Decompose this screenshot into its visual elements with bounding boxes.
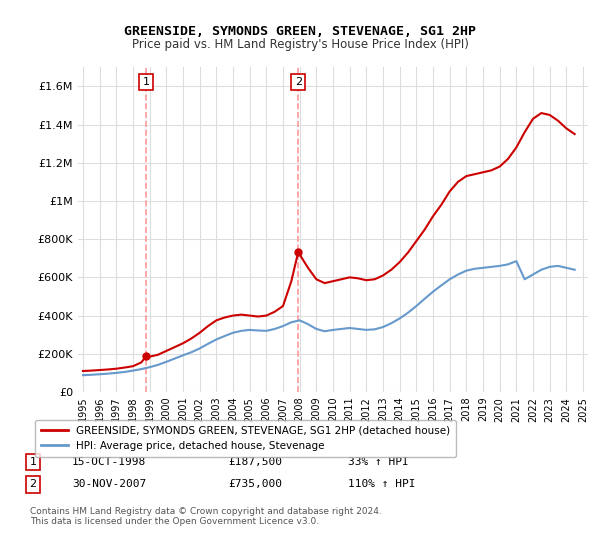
Text: 110% ↑ HPI: 110% ↑ HPI <box>348 479 415 489</box>
Text: Price paid vs. HM Land Registry's House Price Index (HPI): Price paid vs. HM Land Registry's House … <box>131 38 469 51</box>
Text: 2: 2 <box>29 479 37 489</box>
Text: 33% ↑ HPI: 33% ↑ HPI <box>348 457 409 467</box>
Text: Contains HM Land Registry data © Crown copyright and database right 2024.
This d: Contains HM Land Registry data © Crown c… <box>30 507 382 526</box>
Text: 1: 1 <box>29 457 37 467</box>
Legend: GREENSIDE, SYMONDS GREEN, STEVENAGE, SG1 2HP (detached house), HPI: Average pric: GREENSIDE, SYMONDS GREEN, STEVENAGE, SG1… <box>35 419 456 458</box>
Text: GREENSIDE, SYMONDS GREEN, STEVENAGE, SG1 2HP: GREENSIDE, SYMONDS GREEN, STEVENAGE, SG1… <box>124 25 476 38</box>
Text: 2: 2 <box>295 77 302 87</box>
Text: 15-OCT-1998: 15-OCT-1998 <box>72 457 146 467</box>
Text: £187,500: £187,500 <box>228 457 282 467</box>
Text: £735,000: £735,000 <box>228 479 282 489</box>
Text: 1: 1 <box>143 77 149 87</box>
Text: 30-NOV-2007: 30-NOV-2007 <box>72 479 146 489</box>
